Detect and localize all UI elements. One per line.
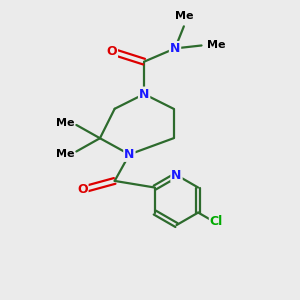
Text: Me: Me: [56, 148, 74, 158]
Text: Cl: Cl: [210, 215, 223, 228]
Text: Me: Me: [175, 11, 193, 21]
Text: N: N: [170, 42, 180, 55]
Text: Me: Me: [207, 40, 226, 50]
Text: N: N: [139, 88, 149, 100]
Text: Me: Me: [56, 118, 74, 128]
Text: N: N: [124, 148, 135, 161]
Text: N: N: [171, 169, 182, 182]
Text: O: O: [106, 45, 117, 58]
Text: O: O: [77, 183, 88, 196]
